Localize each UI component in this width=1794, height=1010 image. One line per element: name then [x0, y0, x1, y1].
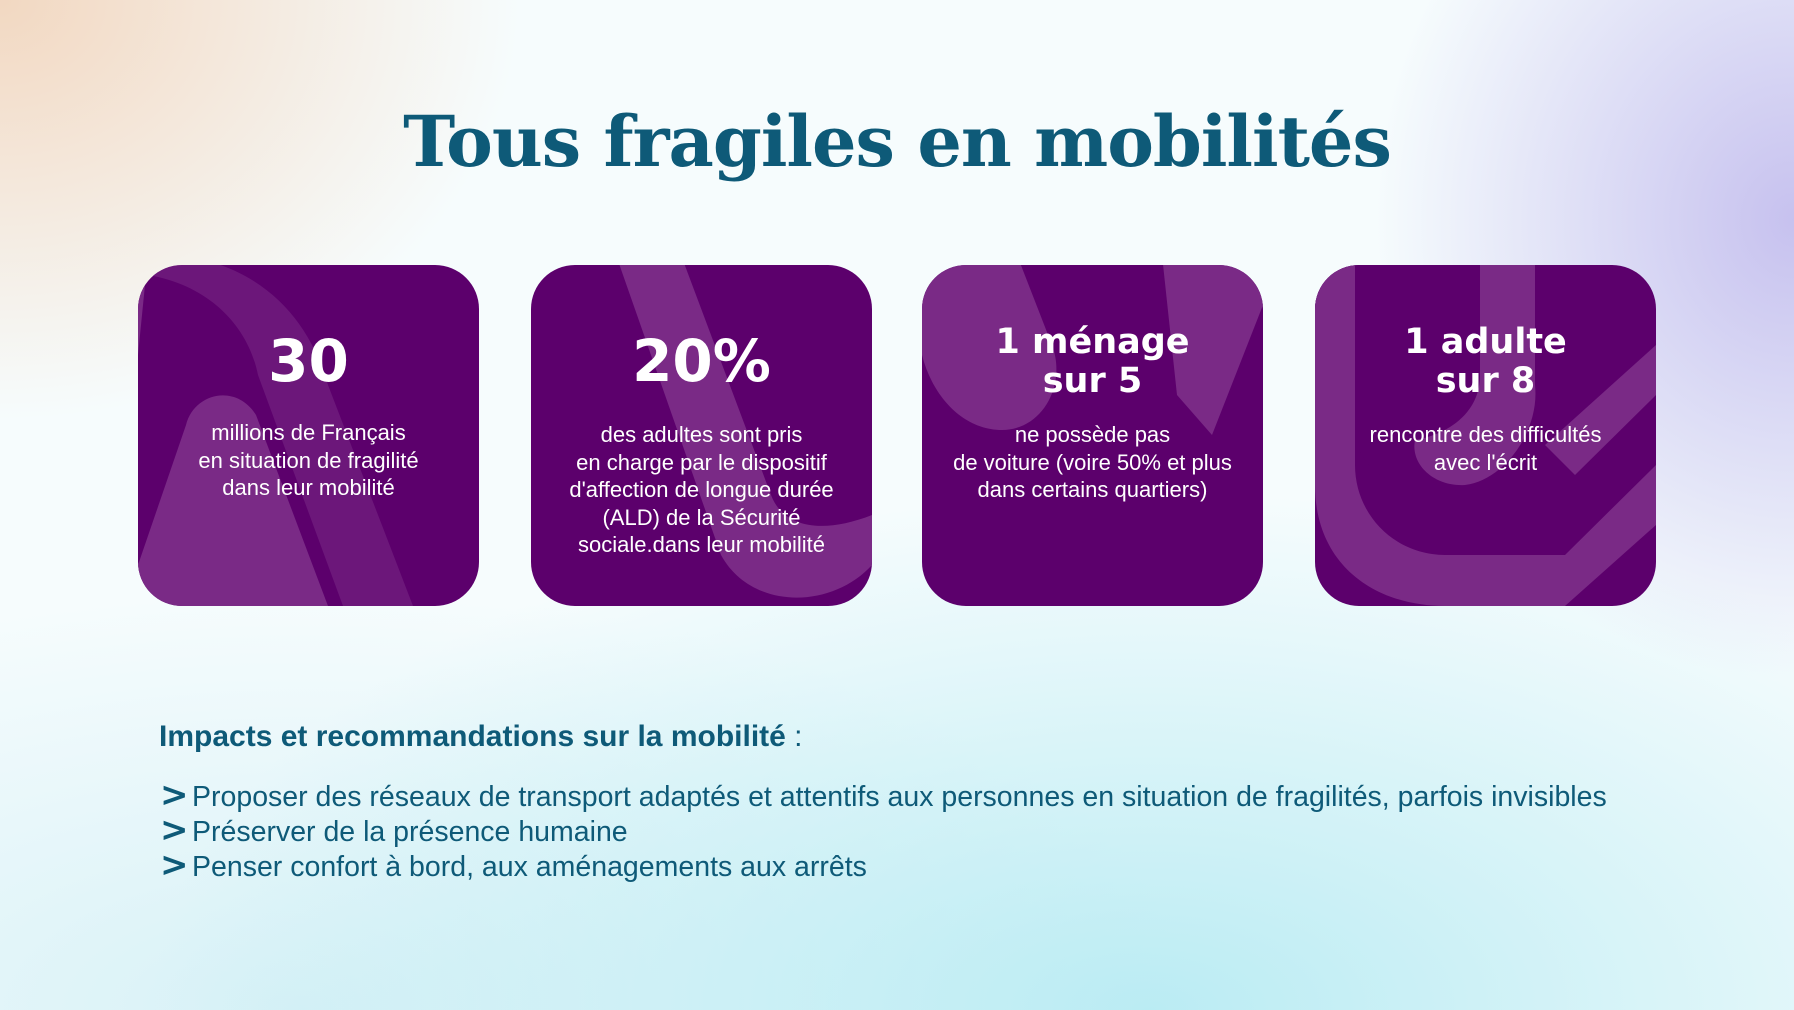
stat-headline-line-2: sur 8 — [1435, 361, 1536, 401]
stat-description: rencontre des difficultés avec l'écrit — [1369, 422, 1602, 475]
list-item-text: Penser confort à bord, aux aménagements … — [192, 851, 867, 883]
stat-card-3: 1 ménage sur 5 ne possède pas de voiture… — [922, 265, 1263, 606]
stat-description: millions de Français en situation de fra… — [198, 420, 419, 500]
card-decoration-shape — [922, 265, 1263, 435]
list-item: > Préserver de la présence humaine — [160, 810, 1607, 850]
impacts-heading-colon: : — [785, 720, 803, 753]
stat-description: des adultes sont pris en charge par le d… — [569, 422, 834, 557]
stat-headline-line-1: 1 adulte — [1404, 322, 1567, 362]
stat-headline-line-2: sur 5 — [1042, 361, 1143, 401]
stat-description: ne possède pas de voiture (voire 50% et … — [953, 422, 1232, 502]
chevron-right-icon: > — [160, 810, 189, 850]
chevron-right-icon: > — [160, 845, 189, 885]
list-item-text: Proposer des réseaux de transport adapté… — [192, 781, 1607, 813]
chevron-right-icon: > — [160, 775, 189, 815]
page-title: Tous fragiles en mobilités — [403, 100, 1392, 183]
stat-headline: 20% — [632, 327, 771, 395]
stat-card-2: 20% des adultes sont pris en charge par … — [531, 265, 872, 606]
stat-headline: 30 — [268, 327, 349, 395]
recommendations-list: > Proposer des réseaux de transport adapt… — [160, 775, 1607, 885]
stat-card-4: 1 adulte sur 8 rencontre des difficultés… — [1315, 265, 1656, 606]
impacts-heading-text: Impacts et recommandations sur la mobili… — [159, 720, 786, 753]
list-item-text: Préserver de la présence humaine — [192, 816, 628, 848]
list-item: > Penser confort à bord, aux aménagements… — [160, 845, 1607, 885]
card-decoration-shape — [1315, 265, 1656, 606]
card-decoration-shape — [619, 265, 872, 598]
stat-card-1: 30 millions de Français en situation de … — [138, 265, 479, 606]
impacts-heading: Impacts et recommandations sur la mobili… — [159, 720, 803, 754]
stat-headline: 1 adulte sur 8 — [1315, 323, 1656, 401]
stat-headline-line-1: 1 ménage — [995, 322, 1190, 362]
list-item: > Proposer des réseaux de transport adapt… — [160, 775, 1607, 815]
stat-headline: 1 ménage sur 5 — [922, 323, 1263, 401]
card-decoration-shape — [138, 265, 413, 606]
